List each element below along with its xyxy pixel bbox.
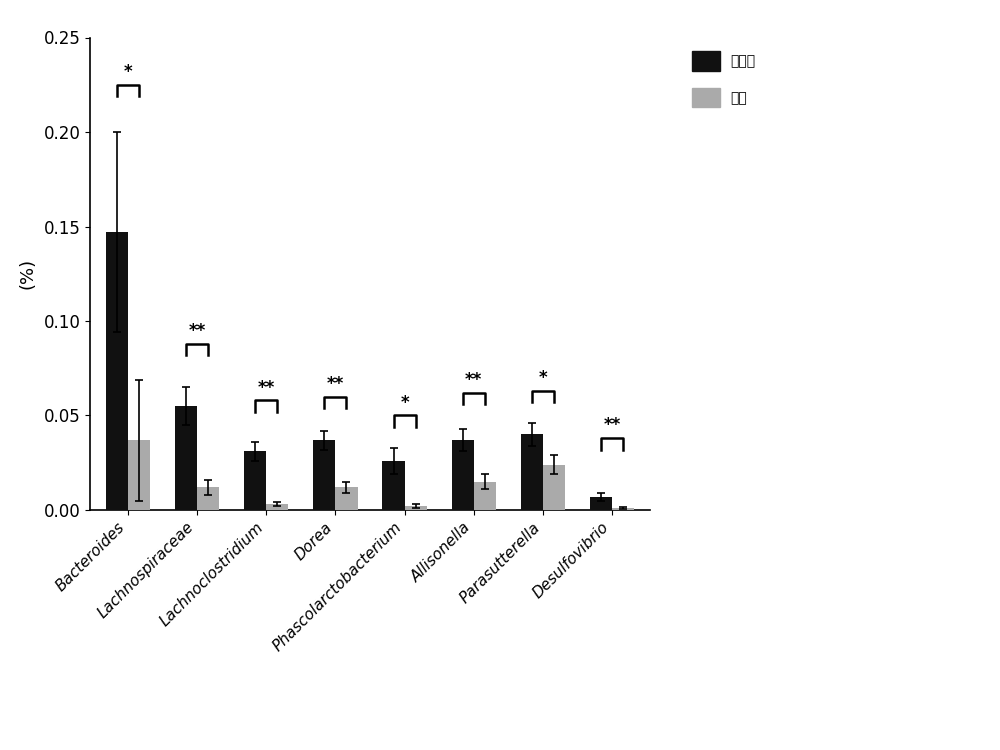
Bar [405, 506, 427, 510]
Text: *: * [539, 369, 547, 387]
Bar [106, 232, 128, 510]
Bar [335, 488, 358, 510]
Bar [382, 460, 405, 510]
Text: *: * [400, 394, 409, 412]
Bar [313, 440, 335, 510]
Bar [543, 465, 565, 510]
Bar [612, 508, 634, 510]
Text: **: ** [603, 416, 621, 434]
Bar [474, 482, 496, 510]
Bar [128, 440, 150, 510]
Text: **: ** [327, 375, 344, 393]
Y-axis label: (%): (%) [18, 258, 36, 290]
Bar [175, 406, 197, 510]
Bar [197, 488, 219, 510]
Bar [266, 504, 288, 510]
Bar [452, 440, 474, 510]
Text: **: ** [465, 371, 482, 389]
Text: **: ** [258, 379, 275, 397]
Bar [521, 434, 543, 510]
Bar [590, 496, 612, 510]
Text: **: ** [189, 322, 206, 340]
Bar [244, 452, 266, 510]
Text: *: * [124, 63, 132, 81]
Legend: 对照组, 百部: 对照组, 百部 [685, 44, 763, 114]
